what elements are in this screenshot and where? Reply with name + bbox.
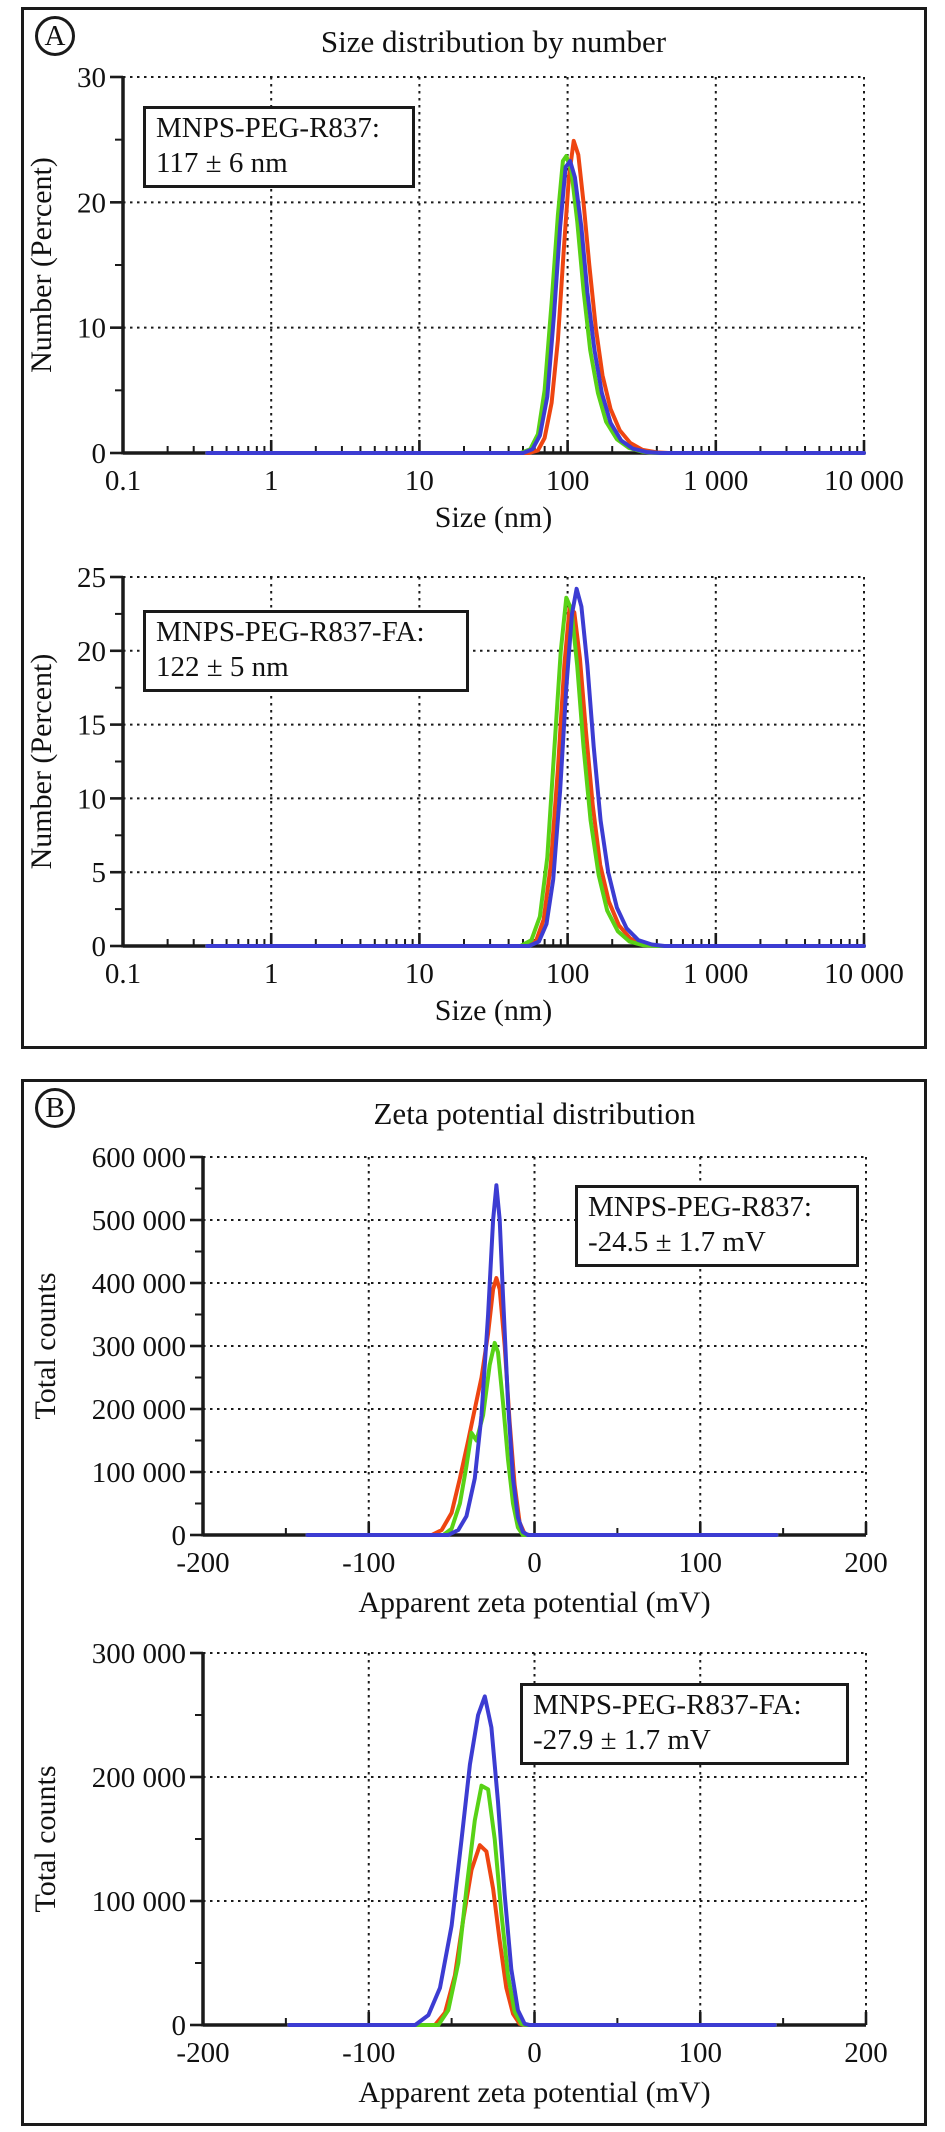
panel-b-zeta-potential: B Zeta potential distribution -200 -100 0 1… bbox=[21, 1079, 927, 2126]
y-axis-label: Number (Percent) bbox=[25, 654, 58, 870]
series-red bbox=[205, 606, 866, 948]
x-tick-label: 10 000 bbox=[824, 465, 904, 497]
panel-b-letter: B bbox=[45, 1091, 65, 1124]
annotation-line: 122 ± 5 nm bbox=[156, 651, 289, 683]
x-tick-label: 10 bbox=[405, 465, 434, 497]
x-tick-label: 0 bbox=[527, 2037, 542, 2069]
y-tick-label: 15 bbox=[77, 710, 106, 742]
x-tick-label: -100 bbox=[342, 2037, 395, 2069]
x-tick-label: 200 bbox=[844, 2037, 888, 2069]
zeta-potential-chart-mnps-peg-r837: -200 -100 0 100 200 0 100 000 200 000 300 000 400… bbox=[29, 1142, 888, 1619]
y-tick-label: 20 bbox=[77, 636, 106, 668]
x-tick-label: 100 bbox=[679, 1547, 723, 1579]
x-tick-label: -100 bbox=[342, 1547, 395, 1579]
series-red bbox=[205, 138, 866, 455]
y-tick-label: 30 bbox=[77, 62, 106, 94]
y-axis-label: Number (Percent) bbox=[25, 157, 58, 373]
y-tick-label: 0 bbox=[92, 438, 107, 470]
annotation-line: -24.5 ± 1.7 mV bbox=[588, 1226, 766, 1258]
x-tick-label: 0.1 bbox=[105, 465, 141, 497]
x-tick-label: 1 bbox=[264, 465, 279, 497]
y-tick-label: 400 000 bbox=[92, 1268, 186, 1300]
annotation-zeta-r837: MNPS-PEG-R837: -24.5 ± 1.7 mV bbox=[575, 1185, 859, 1267]
annotation-line: -27.9 ± 1.7 mV bbox=[533, 1724, 711, 1756]
x-tick-label: 0 bbox=[527, 1547, 542, 1579]
series-green bbox=[305, 1340, 779, 1537]
x-tick-label: 100 bbox=[679, 2037, 723, 2069]
annotation-line: MNPS-PEG-R837: bbox=[156, 112, 380, 144]
panel-a-badge: A bbox=[35, 16, 75, 56]
y-tick-label: 300 000 bbox=[92, 1638, 186, 1670]
y-tick-label: 200 000 bbox=[92, 1394, 186, 1426]
y-tick-label: 0 bbox=[92, 931, 107, 963]
x-tick-label: 200 bbox=[844, 1547, 888, 1579]
x-axis-label: Size (nm) bbox=[435, 994, 552, 1027]
series-red bbox=[305, 1276, 779, 1537]
y-tick-label: 25 bbox=[77, 562, 106, 594]
x-tick-label: 10 000 bbox=[824, 958, 904, 990]
x-axis-label: Size (nm) bbox=[435, 501, 552, 534]
series-green bbox=[287, 1783, 777, 2027]
series-blue bbox=[205, 159, 866, 455]
annotation-zeta-r837-fa: MNPS-PEG-R837-FA: -27.9 ± 1.7 mV bbox=[520, 1683, 849, 1765]
y-tick-label: 5 bbox=[92, 857, 107, 889]
annotation-line: MNPS-PEG-R837-FA: bbox=[156, 616, 425, 648]
panel-a-title: Size distribution by number bbox=[320, 24, 667, 59]
series-blue bbox=[287, 1694, 777, 2027]
x-tick-label: 1 000 bbox=[683, 958, 748, 990]
y-tick-label: 10 bbox=[77, 313, 106, 345]
annotation-line: MNPS-PEG-R837: bbox=[588, 1191, 812, 1223]
x-tick-label: 100 bbox=[546, 958, 590, 990]
x-tick-label: -200 bbox=[176, 1547, 229, 1579]
y-tick-label: 20 bbox=[77, 187, 106, 219]
annotation-line: MNPS-PEG-R837-FA: bbox=[533, 1689, 802, 1721]
series-blue bbox=[305, 1183, 779, 1537]
x-tick-label: 0.1 bbox=[105, 958, 141, 990]
y-tick-label: 500 000 bbox=[92, 1205, 186, 1237]
y-tick-label: 600 000 bbox=[92, 1142, 186, 1174]
series-green bbox=[205, 595, 866, 948]
y-axis-label: Total counts bbox=[29, 1765, 62, 1912]
panel-a-size-distribution: A Size distribution by number 0.1 1 10 100 1… bbox=[21, 7, 927, 1049]
size-distribution-chart-mnps-peg-r837: 0.1 1 10 100 1 000 10 000 0 10 20 30 Size (nm) Numb… bbox=[25, 62, 904, 534]
x-tick-label: 10 bbox=[405, 958, 434, 990]
y-axis-label: Total counts bbox=[29, 1272, 62, 1419]
zeta-potential-chart-mnps-peg-r837-fa: -200 -100 0 100 200 0 100 000 200 000 300 000 App… bbox=[29, 1638, 888, 2109]
x-axis-label: Apparent zeta potential (mV) bbox=[358, 2076, 710, 2109]
x-tick-label: 1 bbox=[264, 958, 279, 990]
series-red bbox=[287, 1843, 777, 2027]
y-tick-label: 0 bbox=[172, 2010, 187, 2042]
y-tick-label: 0 bbox=[172, 1520, 187, 1552]
annotation-size-r837: MNPS-PEG-R837: 117 ± 6 nm bbox=[143, 106, 415, 188]
x-tick-label: 100 bbox=[546, 465, 590, 497]
y-tick-label: 100 000 bbox=[92, 1886, 186, 1918]
x-tick-label: -200 bbox=[176, 2037, 229, 2069]
panel-a-letter: A bbox=[44, 19, 66, 52]
size-distribution-chart-mnps-peg-r837-fa: 0.1 1 10 100 1 000 10 000 0 5 10 15 20 25 Size (nm) N… bbox=[25, 562, 904, 1027]
y-tick-label: 10 bbox=[77, 783, 106, 815]
y-tick-label: 200 000 bbox=[92, 1762, 186, 1794]
series-green bbox=[205, 154, 866, 455]
x-tick-label: 1 000 bbox=[683, 465, 748, 497]
series-blue bbox=[205, 586, 866, 948]
panel-b-title: Zeta potential distribution bbox=[373, 1096, 696, 1131]
x-axis-label: Apparent zeta potential (mV) bbox=[358, 1586, 710, 1619]
annotation-size-r837-fa: MNPS-PEG-R837-FA: 122 ± 5 nm bbox=[143, 610, 469, 692]
annotation-line: 117 ± 6 nm bbox=[156, 147, 288, 179]
y-tick-label: 300 000 bbox=[92, 1331, 186, 1363]
panel-b-badge: B bbox=[35, 1088, 75, 1128]
y-tick-label: 100 000 bbox=[92, 1457, 186, 1489]
